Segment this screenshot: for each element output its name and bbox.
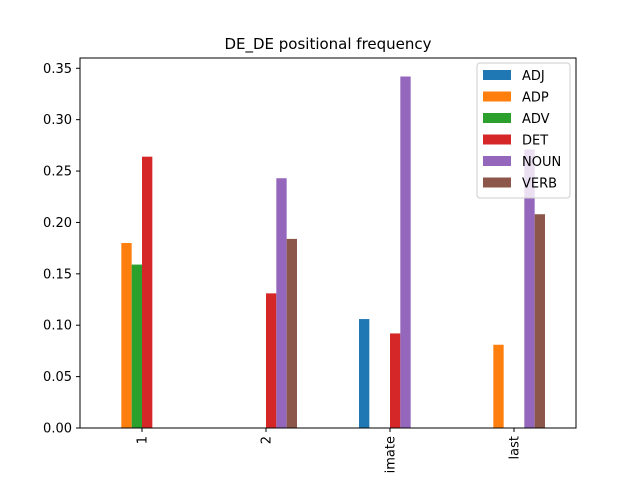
bar-verb-2: [286, 238, 297, 428]
y-tick-label: 0.00: [43, 422, 72, 437]
y-tick-label: 0.35: [43, 62, 72, 77]
legend-label-verb: VERB: [522, 177, 557, 192]
x-tick-label: 1: [136, 436, 151, 444]
legend-label-adp: ADP: [522, 91, 549, 106]
legend-swatch-adp: [483, 91, 511, 102]
bar-adj-imate: [359, 319, 370, 428]
plot-frame: [79, 57, 577, 429]
bar-adp-last: [493, 344, 504, 428]
legend-swatch-adj: [483, 70, 511, 80]
legend-swatch-adv: [483, 113, 511, 123]
bar-adp-1: [121, 243, 132, 428]
bar-verb-last: [534, 214, 545, 428]
legend-swatch-noun: [483, 156, 511, 166]
legend-swatch-det: [483, 134, 511, 145]
legend: ADJ ADP ADV DET NOUN VERB: [476, 62, 571, 199]
bar-det-1: [142, 156, 153, 429]
bar-noun-2: [276, 178, 287, 428]
legend-label-adj: ADJ: [522, 69, 545, 84]
y-tick-label: 0.20: [43, 216, 72, 231]
bar-det-imate: [390, 333, 401, 428]
legend-label-noun: NOUN: [522, 155, 561, 170]
y-tick-label: 0.10: [43, 319, 72, 334]
bar-adv-1: [131, 264, 142, 428]
x-tick-label: imate: [384, 436, 399, 473]
legend-label-det: DET: [522, 134, 548, 149]
y-tick-label: 0.05: [43, 370, 72, 385]
y-tick-label: 0.30: [43, 113, 72, 128]
bar-noun-imate: [400, 76, 411, 428]
x-tick-label: last: [508, 436, 523, 459]
x-axis: 1 2 imate last: [136, 428, 523, 473]
x-tick-label: 2: [260, 436, 275, 444]
legend-label-adv: ADV: [522, 112, 550, 127]
bar-noun-last: [524, 149, 535, 428]
y-axis: 0.00 0.05 0.10 0.15 0.20 0.25 0.30 0.35: [43, 62, 80, 437]
y-tick-label: 0.15: [43, 267, 72, 282]
bar-det-2: [266, 293, 277, 428]
legend-swatch-verb: [483, 177, 511, 188]
chart-title: DE_DE positional frequency: [224, 35, 431, 54]
bars-layer: [121, 76, 545, 429]
y-tick-label: 0.25: [43, 165, 72, 180]
